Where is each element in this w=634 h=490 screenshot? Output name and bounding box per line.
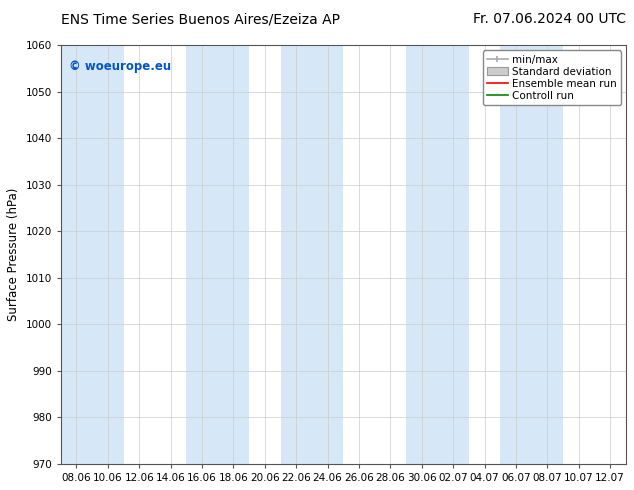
- Text: © woeurope.eu: © woeurope.eu: [69, 60, 171, 73]
- Text: Fr. 07.06.2024 00 UTC: Fr. 07.06.2024 00 UTC: [473, 12, 626, 26]
- Bar: [406, 45, 469, 464]
- Legend: min/max, Standard deviation, Ensemble mean run, Controll run: min/max, Standard deviation, Ensemble me…: [482, 50, 621, 105]
- Bar: [500, 45, 563, 464]
- Bar: [61, 45, 124, 464]
- Text: ENS Time Series Buenos Aires/Ezeiza AP: ENS Time Series Buenos Aires/Ezeiza AP: [61, 12, 340, 26]
- Y-axis label: Surface Pressure (hPa): Surface Pressure (hPa): [7, 188, 20, 321]
- Bar: [186, 45, 249, 464]
- Bar: [280, 45, 343, 464]
